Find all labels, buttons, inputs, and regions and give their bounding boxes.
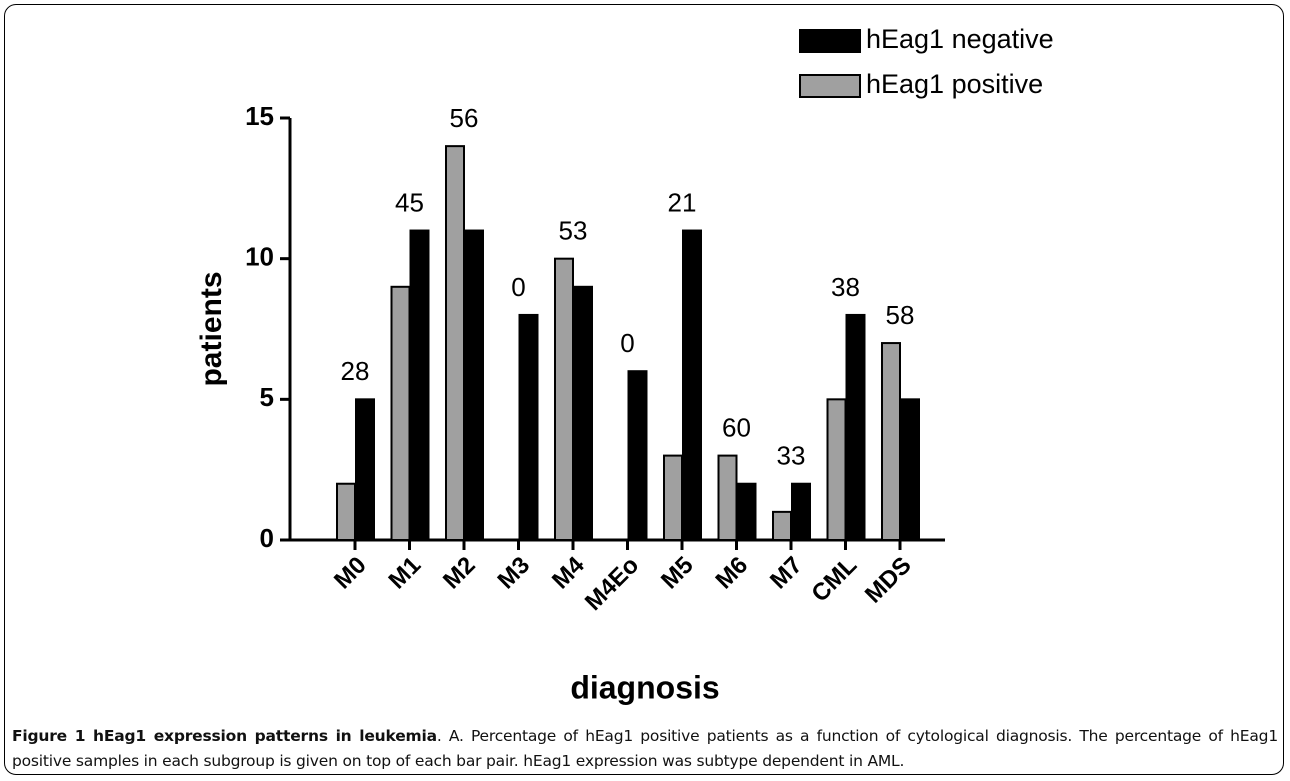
bar <box>573 285 593 541</box>
x-tick-label: M0 <box>329 552 372 595</box>
caption-title: Figure 1 hEag1 expression patterns in le… <box>12 727 437 745</box>
pair-label: 28 <box>341 356 370 386</box>
x-tick-label: MDS <box>860 552 917 609</box>
pair-label: 58 <box>886 300 915 330</box>
y-tick-label: 5 <box>260 382 274 412</box>
bar <box>717 454 738 542</box>
bar <box>464 229 484 542</box>
pair-label: 56 <box>450 103 479 133</box>
pair-label: 33 <box>777 441 806 471</box>
pair-label: 53 <box>559 216 588 246</box>
bar <box>518 313 539 541</box>
bar <box>409 229 430 542</box>
x-tick-label: M4Eo <box>580 552 644 616</box>
bar <box>826 398 847 542</box>
caption-text: . A. Percentage of hEag1 positive patien… <box>12 727 1278 770</box>
caption: Figure 1 hEag1 expression patterns in le… <box>12 724 1278 774</box>
figure-frame <box>4 4 1284 775</box>
legend-swatch <box>799 29 861 53</box>
x-tick-label: M5 <box>656 552 699 595</box>
y-tick-label: 0 <box>260 523 274 553</box>
bar <box>845 313 866 541</box>
pair-label: 45 <box>395 187 424 217</box>
bar <box>791 482 811 542</box>
bar <box>554 257 574 541</box>
pair-label: 21 <box>668 187 697 217</box>
legend-label: hEag1 negative <box>866 24 1054 54</box>
x-tick-label: M1 <box>384 552 427 595</box>
bar <box>682 229 702 542</box>
x-tick-label: M2 <box>438 552 481 595</box>
pair-label: 38 <box>831 272 860 302</box>
x-axis-label: diagnosis <box>570 669 719 705</box>
x-tick-label: M3 <box>493 552 536 595</box>
chart: 0 5 10 15 patients diagnosis M0 28 M1 45 M2 56 M3 0 M4… <box>195 24 1054 705</box>
bar <box>881 342 901 542</box>
pair-label: 0 <box>620 328 634 358</box>
legend-swatch <box>799 74 861 98</box>
bar <box>355 398 375 542</box>
bar <box>627 370 648 542</box>
x-tick-label: M7 <box>765 552 808 595</box>
bar <box>445 145 465 541</box>
legend-label: hEag1 positive <box>866 69 1043 99</box>
bar <box>336 482 356 542</box>
pair-label: 60 <box>722 412 751 442</box>
bar <box>663 454 683 542</box>
x-tick-label: CML <box>806 552 862 608</box>
pair-label: 0 <box>511 272 525 302</box>
bar <box>736 482 757 542</box>
bar <box>900 398 920 542</box>
bar <box>390 285 411 541</box>
y-axis-label: patients <box>195 271 228 386</box>
y-tick-label: 10 <box>245 242 274 272</box>
x-tick-label: M6 <box>711 552 754 595</box>
bar <box>772 510 792 542</box>
x-tick-label: M4 <box>547 551 590 594</box>
y-tick-label: 15 <box>245 101 274 131</box>
